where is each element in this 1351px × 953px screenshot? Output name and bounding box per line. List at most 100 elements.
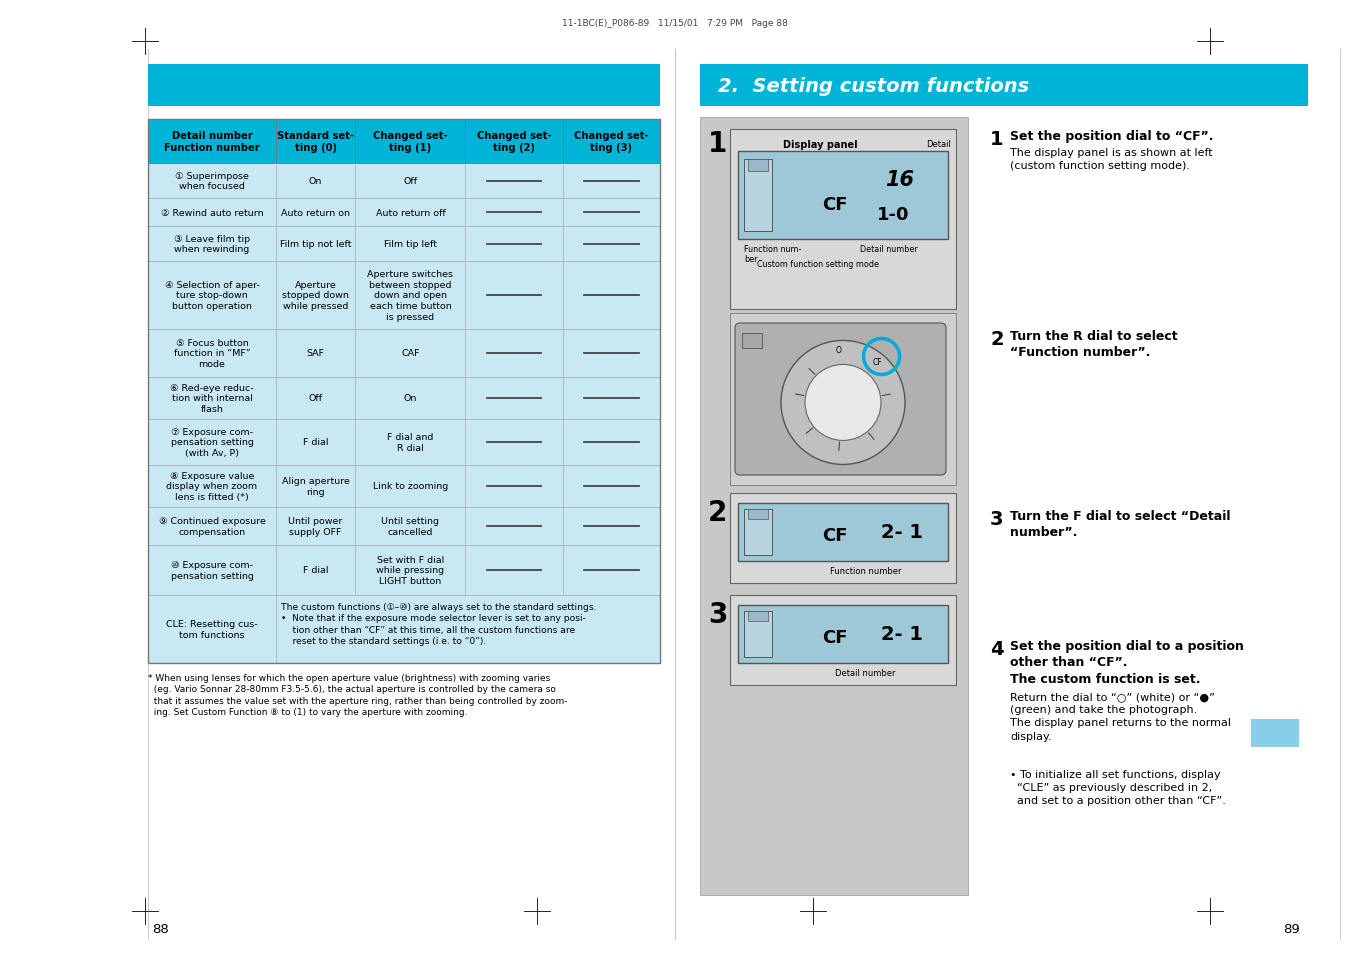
Text: Auto return on: Auto return on	[281, 209, 350, 217]
Text: Function number: Function number	[830, 566, 901, 576]
Text: CF: CF	[873, 358, 882, 367]
Text: ① Superimpose
when focused: ① Superimpose when focused	[176, 172, 249, 192]
Text: Until power
supply OFF: Until power supply OFF	[289, 517, 343, 537]
Text: * When using lenses for which the open aperture value (brightness) with zooming : * When using lenses for which the open a…	[149, 673, 567, 717]
Text: 4: 4	[990, 639, 1004, 659]
Text: The display panel is as shown at left
(custom function setting mode).: The display panel is as shown at left (c…	[1011, 148, 1213, 171]
Text: Detail number: Detail number	[861, 245, 919, 253]
Text: Film tip not left: Film tip not left	[280, 240, 351, 249]
Text: F dial and
R dial: F dial and R dial	[388, 433, 434, 453]
Bar	[149, 199, 661, 227]
Text: Film tip left: Film tip left	[384, 240, 436, 249]
Text: On: On	[309, 177, 323, 186]
Bar	[744, 160, 771, 232]
Text: 3: 3	[990, 510, 1004, 529]
Text: 2: 2	[708, 498, 727, 526]
Bar	[149, 377, 661, 419]
Text: Detail number: Detail number	[835, 668, 896, 678]
Text: Off: Off	[308, 395, 323, 403]
Bar	[700, 118, 969, 895]
Text: Auto return off: Auto return off	[376, 209, 446, 217]
Text: Custom function setting mode: Custom function setting mode	[757, 260, 878, 269]
Bar	[149, 120, 661, 164]
Text: 1-0: 1-0	[877, 206, 909, 224]
Text: 2- 1: 2- 1	[881, 625, 923, 644]
Text: Off: Off	[404, 177, 417, 186]
Bar	[149, 120, 661, 663]
Text: The custom function is set.: The custom function is set.	[1011, 672, 1201, 685]
Text: 1: 1	[708, 130, 727, 158]
Text: ⑤ Focus button
function in “MF”
mode: ⑤ Focus button function in “MF” mode	[174, 338, 250, 369]
Text: 1: 1	[990, 130, 1004, 149]
Text: Changed set-
ting (1): Changed set- ting (1)	[373, 131, 447, 152]
Text: ③ Leave film tip
when rewinding: ③ Leave film tip when rewinding	[174, 234, 250, 254]
Bar	[730, 130, 957, 310]
Bar	[748, 160, 767, 172]
Text: Set the position dial to “CF”.: Set the position dial to “CF”.	[1011, 130, 1213, 143]
Bar	[744, 612, 771, 658]
Text: 16: 16	[885, 170, 915, 190]
Text: Changed set-
ting (3): Changed set- ting (3)	[574, 131, 648, 152]
Bar	[730, 494, 957, 583]
Text: F dial: F dial	[303, 438, 328, 447]
Text: CF: CF	[821, 195, 847, 213]
Text: 88: 88	[153, 923, 169, 936]
Text: CF: CF	[821, 526, 847, 544]
Text: ④ Selection of aper-
ture stop-down
button operation: ④ Selection of aper- ture stop-down butt…	[165, 280, 259, 311]
Bar	[738, 503, 948, 561]
Text: 11-1BC(E)_P086-89   11/15/01   7:29 PM   Page 88: 11-1BC(E)_P086-89 11/15/01 7:29 PM Page …	[562, 19, 788, 29]
Bar	[149, 545, 661, 596]
Text: CAF: CAF	[401, 349, 420, 358]
Bar	[149, 164, 661, 199]
Text: ⑥ Red-eye reduc-
tion with internal
flash: ⑥ Red-eye reduc- tion with internal flas…	[170, 383, 254, 414]
Text: Set the position dial to a position
other than “CF”.: Set the position dial to a position othe…	[1011, 639, 1244, 669]
Text: Aperture switches
between stopped
down and open
each time button
is pressed: Aperture switches between stopped down a…	[367, 270, 454, 322]
Bar	[149, 330, 661, 377]
Text: O: O	[835, 346, 842, 355]
Text: F dial: F dial	[303, 566, 328, 575]
Text: ⑧ Exposure value
display when zoom
lens is fitted (*): ⑧ Exposure value display when zoom lens …	[166, 471, 258, 501]
Text: Standard set-
ting (0): Standard set- ting (0)	[277, 131, 354, 152]
Text: Set with F dial
while pressing
LIGHT button: Set with F dial while pressing LIGHT but…	[377, 556, 444, 586]
Text: ⑦ Exposure com-
pensation setting
(with Av, P): ⑦ Exposure com- pensation setting (with …	[170, 427, 254, 457]
Bar	[149, 596, 661, 663]
Text: Function num-
ber: Function num- ber	[744, 245, 801, 264]
Text: CLE: Resetting cus-
tom functions: CLE: Resetting cus- tom functions	[166, 619, 258, 639]
Bar	[149, 465, 661, 507]
Text: Align aperture
ring: Align aperture ring	[282, 476, 350, 497]
Text: 3: 3	[708, 600, 727, 628]
Text: Detail: Detail	[927, 140, 951, 149]
Text: Detail number
Function number: Detail number Function number	[163, 131, 259, 152]
Text: Return the dial to “○” (white) or “●”
(green) and take the photograph.
The displ: Return the dial to “○” (white) or “●” (g…	[1011, 691, 1231, 740]
Text: Aperture
stopped down
while pressed: Aperture stopped down while pressed	[282, 280, 349, 311]
Text: ⑩ Exposure com-
pensation setting: ⑩ Exposure com- pensation setting	[170, 560, 254, 580]
Text: The custom functions (①–⑩) are always set to the standard settings.
•  Note that: The custom functions (①–⑩) are always se…	[281, 602, 597, 646]
Bar	[700, 65, 1308, 107]
Bar	[730, 314, 957, 485]
Text: Turn the R dial to select
“Function number”.: Turn the R dial to select “Function numb…	[1011, 330, 1178, 359]
Bar	[744, 510, 771, 556]
Bar	[149, 507, 661, 545]
Text: ⑨ Continued exposure
compensation: ⑨ Continued exposure compensation	[158, 517, 265, 537]
Bar	[730, 596, 957, 685]
Bar	[738, 152, 948, 240]
Text: SAF: SAF	[307, 349, 324, 358]
Text: 89: 89	[1283, 923, 1300, 936]
Circle shape	[781, 341, 905, 465]
Text: Display panel: Display panel	[784, 140, 858, 150]
Bar	[149, 419, 661, 465]
Text: Link to zooming: Link to zooming	[373, 482, 449, 491]
Text: CF: CF	[821, 628, 847, 646]
Bar	[742, 334, 762, 349]
Text: Until setting
cancelled: Until setting cancelled	[381, 517, 439, 537]
Text: 2- 1: 2- 1	[881, 523, 923, 542]
Bar	[149, 262, 661, 330]
Text: ② Rewind auto return: ② Rewind auto return	[161, 209, 263, 217]
Text: 2.  Setting custom functions: 2. Setting custom functions	[717, 76, 1029, 95]
Bar	[149, 227, 661, 262]
Circle shape	[805, 365, 881, 441]
Text: On: On	[404, 395, 417, 403]
Bar	[748, 612, 767, 621]
Text: Turn the F dial to select “Detail
number”.: Turn the F dial to select “Detail number…	[1011, 510, 1231, 539]
Bar	[1251, 720, 1300, 747]
